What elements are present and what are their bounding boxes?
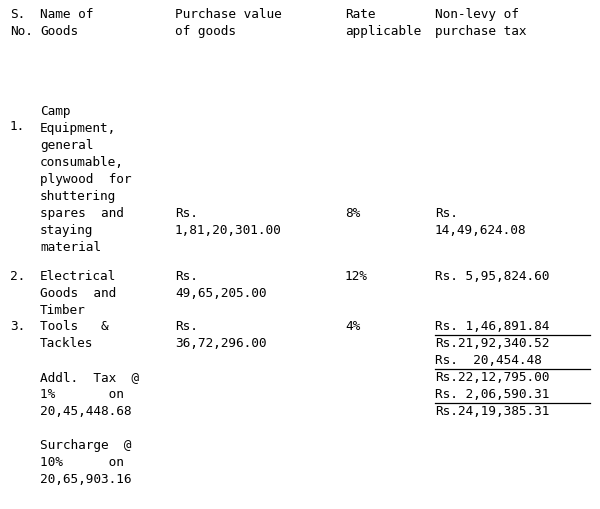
Text: 4%: 4%	[345, 320, 360, 333]
Text: Rs.21,92,340.52: Rs.21,92,340.52	[435, 337, 550, 350]
Text: Tools   &: Tools &	[40, 320, 109, 333]
Text: plywood  for: plywood for	[40, 173, 131, 186]
Text: 36,72,296.00: 36,72,296.00	[175, 337, 266, 350]
Text: Electrical: Electrical	[40, 270, 116, 283]
Text: 20,45,448.68: 20,45,448.68	[40, 405, 131, 418]
Text: Addl.  Tax  @: Addl. Tax @	[40, 371, 139, 384]
Text: applicable: applicable	[345, 25, 421, 38]
Text: purchase tax: purchase tax	[435, 25, 527, 38]
Text: staying: staying	[40, 224, 94, 237]
Text: S.: S.	[10, 8, 25, 21]
Text: Rs.: Rs.	[175, 270, 198, 283]
Text: Non-levy of: Non-levy of	[435, 8, 519, 21]
Text: 3.: 3.	[10, 320, 25, 333]
Text: material: material	[40, 241, 101, 254]
Text: 20,65,903.16: 20,65,903.16	[40, 473, 131, 486]
Text: Rs.: Rs.	[175, 320, 198, 333]
Text: Equipment,: Equipment,	[40, 122, 116, 135]
Text: Goods: Goods	[40, 25, 78, 38]
Text: 1.: 1.	[10, 120, 25, 133]
Text: Purchase value: Purchase value	[175, 8, 282, 21]
Text: shuttering: shuttering	[40, 190, 116, 203]
Text: Rs.22,12,795.00: Rs.22,12,795.00	[435, 371, 550, 384]
Text: 1%       on: 1% on	[40, 388, 124, 401]
Text: Goods  and: Goods and	[40, 287, 116, 300]
Text: Tackles: Tackles	[40, 337, 94, 350]
Text: spares  and: spares and	[40, 207, 124, 220]
Text: Timber: Timber	[40, 304, 86, 317]
Text: Rate: Rate	[345, 8, 376, 21]
Text: 12%: 12%	[345, 270, 368, 283]
Text: Camp: Camp	[40, 105, 71, 118]
Text: general: general	[40, 139, 94, 152]
Text: Rs.: Rs.	[175, 207, 198, 220]
Text: Name of: Name of	[40, 8, 94, 21]
Text: Rs.  20,454.48: Rs. 20,454.48	[435, 354, 542, 367]
Text: 1,81,20,301.00: 1,81,20,301.00	[175, 224, 282, 237]
Text: No.: No.	[10, 25, 33, 38]
Text: Surcharge  @: Surcharge @	[40, 439, 131, 452]
Text: 2.: 2.	[10, 270, 25, 283]
Text: 49,65,205.00: 49,65,205.00	[175, 287, 266, 300]
Text: 8%: 8%	[345, 207, 360, 220]
Text: Rs.: Rs.	[435, 207, 458, 220]
Text: 10%      on: 10% on	[40, 456, 124, 469]
Text: consumable,: consumable,	[40, 156, 124, 169]
Text: Rs. 2,06,590.31: Rs. 2,06,590.31	[435, 388, 550, 401]
Text: Rs. 5,95,824.60: Rs. 5,95,824.60	[435, 270, 550, 283]
Text: Rs.24,19,385.31: Rs.24,19,385.31	[435, 405, 550, 418]
Text: 14,49,624.08: 14,49,624.08	[435, 224, 527, 237]
Text: of goods: of goods	[175, 25, 236, 38]
Text: Rs. 1,46,891.84: Rs. 1,46,891.84	[435, 320, 550, 333]
